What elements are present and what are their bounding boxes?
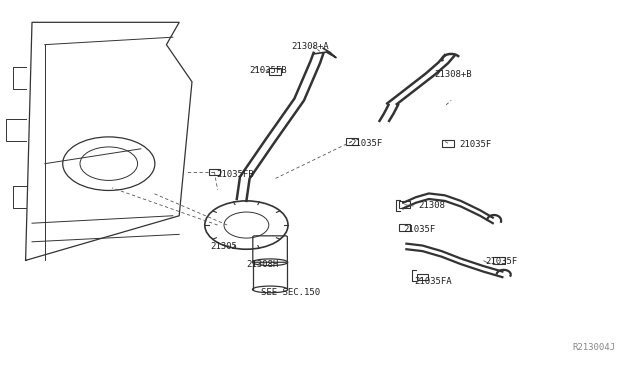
Text: 21035F: 21035F (485, 257, 517, 266)
Bar (209, 169, 220, 175)
Bar (399, 201, 410, 208)
Text: 21035FA: 21035FA (415, 277, 452, 286)
Text: 21308+A: 21308+A (291, 42, 329, 51)
Bar (269, 68, 281, 75)
Text: 21308H: 21308H (246, 260, 278, 269)
Text: 21308: 21308 (418, 201, 445, 210)
Text: R213004J: R213004J (573, 343, 616, 352)
Text: 21035F: 21035F (351, 139, 383, 148)
Bar (346, 138, 358, 145)
Bar (442, 140, 454, 147)
Text: 21308+B: 21308+B (434, 70, 472, 79)
Bar (399, 224, 410, 231)
Text: SEE SEC.150: SEE SEC.150 (261, 288, 320, 297)
Text: 21035F: 21035F (460, 140, 492, 149)
Text: 21305: 21305 (210, 242, 237, 251)
Bar (493, 257, 505, 264)
Text: 21035FB: 21035FB (250, 66, 287, 75)
Text: 21035FB: 21035FB (216, 170, 254, 179)
Text: 21035F: 21035F (403, 225, 435, 234)
Bar (417, 274, 428, 280)
